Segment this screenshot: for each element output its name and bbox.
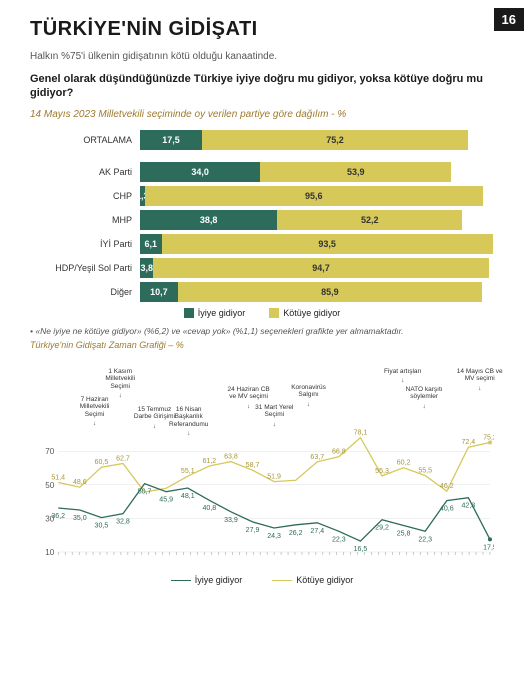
bar-row-label: Diğer bbox=[30, 287, 140, 297]
line-legend-label-good: İyiye gidiyor bbox=[195, 575, 243, 585]
bar-segment-bad: 52,2 bbox=[277, 210, 462, 230]
barchart-legend: İyiye gidiyor Kötüye gidiyor bbox=[30, 308, 494, 319]
svg-text:35,0: 35,0 bbox=[73, 515, 87, 522]
svg-text:27,4: 27,4 bbox=[310, 528, 324, 535]
bar-row-label: ORTALAMA bbox=[30, 135, 140, 145]
svg-text:17,5: 17,5 bbox=[483, 545, 494, 552]
svg-text:55,5: 55,5 bbox=[418, 468, 432, 475]
bar-segment-bad: 85,9 bbox=[178, 282, 482, 302]
svg-text:48,6: 48,6 bbox=[73, 479, 87, 486]
bar-segment-good: 38,8 bbox=[140, 210, 277, 230]
svg-text:55,3: 55,3 bbox=[375, 468, 389, 475]
lead-text: Halkın %75'i ülkenin gidişatının kötü ol… bbox=[30, 51, 494, 62]
bar-row: MHP38,852,2 bbox=[30, 210, 494, 230]
survey-question: Genel olarak düşündüğünüzde Türkiye iyiy… bbox=[30, 72, 494, 101]
line-legend-dash-bad bbox=[272, 580, 292, 581]
bar-row: ORTALAMA17,575,2 bbox=[30, 130, 494, 150]
bar-row-label: CHP bbox=[30, 191, 140, 201]
svg-text:22,3: 22,3 bbox=[332, 537, 346, 544]
bar-segment-bad: 53,9 bbox=[260, 162, 451, 182]
svg-text:29,2: 29,2 bbox=[375, 525, 389, 532]
svg-text:10: 10 bbox=[45, 548, 54, 557]
svg-text:24,3: 24,3 bbox=[267, 533, 281, 540]
legend-swatch-bad bbox=[269, 308, 279, 318]
legend-swatch-good bbox=[184, 308, 194, 318]
svg-text:50: 50 bbox=[45, 481, 54, 490]
bar-row: AK Parti34,053,9 bbox=[30, 162, 494, 182]
svg-text:70: 70 bbox=[45, 447, 54, 456]
svg-text:61,2: 61,2 bbox=[202, 458, 216, 465]
svg-text:46,2: 46,2 bbox=[440, 483, 454, 490]
bar-row: Diğer10,785,9 bbox=[30, 282, 494, 302]
page-title: TÜRKİYE'NİN GİDİŞATI bbox=[30, 18, 494, 41]
bar-segment-good: 17,5 bbox=[140, 130, 202, 150]
bar-row-label: AK Parti bbox=[30, 167, 140, 177]
bar-segment-bad: 93,5 bbox=[162, 234, 493, 254]
svg-text:51,4: 51,4 bbox=[51, 475, 65, 482]
bar-segment-good: 34,0 bbox=[140, 162, 260, 182]
bar-row-label: MHP bbox=[30, 215, 140, 225]
svg-text:51,9: 51,9 bbox=[267, 474, 281, 481]
svg-text:40,6: 40,6 bbox=[440, 506, 454, 513]
svg-text:45,9: 45,9 bbox=[159, 497, 173, 504]
svg-text:75,2: 75,2 bbox=[483, 435, 494, 442]
svg-text:78,1: 78,1 bbox=[354, 430, 368, 437]
svg-text:72,4: 72,4 bbox=[462, 439, 476, 446]
party-barchart: ORTALAMA17,575,2 AK Parti34,053,9 CHP1,395… bbox=[30, 130, 494, 302]
footnote: «Ne iyiye ne kötüye gidiyor» (%6,2) ve «… bbox=[30, 326, 494, 336]
bar-segment-good: 6,1 bbox=[140, 234, 162, 254]
bar-segment-bad: 94,7 bbox=[153, 258, 488, 278]
svg-text:63,7: 63,7 bbox=[310, 454, 324, 461]
svg-text:58,7: 58,7 bbox=[246, 462, 260, 469]
legend-label-good: İyiye gidiyor bbox=[198, 308, 246, 318]
svg-text:36,2: 36,2 bbox=[51, 513, 65, 520]
svg-text:48,1: 48,1 bbox=[181, 493, 195, 500]
bar-row: İYİ Parti6,193,5 bbox=[30, 234, 494, 254]
bar-segment-good: 10,7 bbox=[140, 282, 178, 302]
svg-text:26,2: 26,2 bbox=[289, 530, 303, 537]
bar-segment-bad: 75,2 bbox=[202, 130, 468, 150]
svg-text:22,3: 22,3 bbox=[418, 537, 432, 544]
bar-row: HDP/Yeşil Sol Parti3,894,7 bbox=[30, 258, 494, 278]
bar-row-label: İYİ Parti bbox=[30, 239, 140, 249]
linechart-legend: İyiye gidiyor Kötüye gidiyor bbox=[30, 575, 494, 585]
svg-text:32,8: 32,8 bbox=[116, 519, 130, 526]
barchart-caption: 14 Mayıs 2023 Milletvekili seçiminde oy … bbox=[30, 109, 494, 120]
trend-linechart: 7 Haziran Milletvekili Seçimi↓1 Kasım Mi… bbox=[30, 356, 494, 571]
svg-text:60,2: 60,2 bbox=[397, 460, 411, 467]
svg-text:27,9: 27,9 bbox=[246, 527, 260, 534]
bar-segment-good: 3,8 bbox=[140, 258, 153, 278]
svg-text:63,8: 63,8 bbox=[224, 454, 238, 461]
svg-text:62,7: 62,7 bbox=[116, 456, 130, 463]
page-number-badge: 16 bbox=[494, 8, 524, 31]
svg-text:60,5: 60,5 bbox=[95, 459, 109, 466]
svg-text:55,1: 55,1 bbox=[181, 468, 195, 475]
svg-text:33,9: 33,9 bbox=[224, 517, 238, 524]
svg-text:40,8: 40,8 bbox=[202, 505, 216, 512]
line-legend-dash-good bbox=[171, 580, 191, 581]
bar-segment-bad: 95,6 bbox=[145, 186, 483, 206]
svg-text:16,5: 16,5 bbox=[354, 546, 368, 553]
legend-label-bad: Kötüye gidiyor bbox=[283, 308, 340, 318]
svg-text:50,7: 50,7 bbox=[138, 489, 152, 496]
bar-row-label: HDP/Yeşil Sol Parti bbox=[30, 263, 140, 273]
bar-row: CHP1,395,6 bbox=[30, 186, 494, 206]
line-legend-label-bad: Kötüye gidiyor bbox=[296, 575, 353, 585]
svg-text:25,8: 25,8 bbox=[397, 531, 411, 538]
svg-text:66,8: 66,8 bbox=[332, 449, 346, 456]
svg-text:42,3: 42,3 bbox=[462, 503, 476, 510]
linechart-caption: Türkiye'nin Gidişatı Zaman Grafiği – % bbox=[30, 340, 494, 350]
svg-text:30,5: 30,5 bbox=[95, 523, 109, 530]
